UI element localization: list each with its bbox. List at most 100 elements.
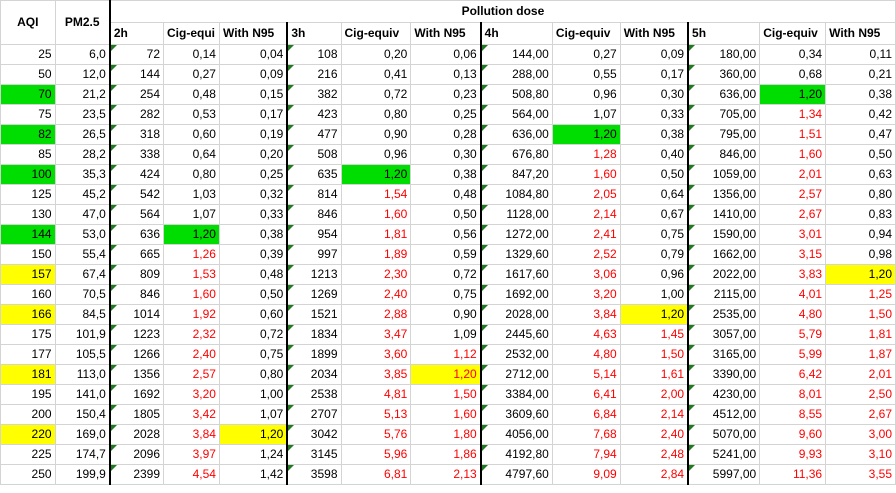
- table-cell[interactable]: 3384,00: [479, 384, 553, 405]
- table-cell[interactable]: 795,00: [687, 124, 761, 145]
- table-cell[interactable]: 2022,00: [687, 264, 761, 285]
- table-cell[interactable]: 2,01: [825, 364, 896, 385]
- table-cell[interactable]: 2,84: [619, 464, 689, 485]
- table-cell[interactable]: 84,5: [54, 304, 111, 325]
- table-cell[interactable]: 3,20: [163, 384, 220, 405]
- table-cell[interactable]: 0,48: [410, 184, 482, 205]
- table-cell[interactable]: 3,60: [340, 344, 412, 365]
- table-cell[interactable]: 1,61: [619, 364, 689, 385]
- table-cell[interactable]: 2034: [286, 364, 342, 385]
- table-cell[interactable]: 75: [0, 104, 56, 125]
- table-cell[interactable]: 318: [108, 124, 165, 145]
- table-cell[interactable]: 338: [108, 144, 165, 165]
- table-cell[interactable]: 8,55: [759, 404, 827, 425]
- table-cell[interactable]: 3,01: [759, 224, 827, 245]
- table-cell[interactable]: 0,75: [218, 344, 288, 365]
- table-cell[interactable]: 1662,00: [687, 244, 761, 265]
- table-cell[interactable]: 288,00: [479, 64, 553, 85]
- table-cell[interactable]: 101,9: [54, 324, 111, 345]
- table-cell[interactable]: 4,81: [340, 384, 412, 405]
- table-cell[interactable]: 0,72: [218, 324, 288, 345]
- subheader-cell[interactable]: With N95: [410, 22, 482, 45]
- table-cell[interactable]: 1213: [286, 264, 342, 285]
- header-aqi[interactable]: AQI: [0, 0, 56, 45]
- table-cell[interactable]: 150: [0, 244, 56, 265]
- table-cell[interactable]: 564: [108, 204, 165, 225]
- table-cell[interactable]: 141,0: [54, 384, 111, 405]
- table-cell[interactable]: 6,42: [759, 364, 827, 385]
- table-cell[interactable]: 70,5: [54, 284, 111, 305]
- subheader-cell[interactable]: 3h: [286, 22, 342, 45]
- table-cell[interactable]: 0,72: [410, 264, 482, 285]
- table-cell[interactable]: 665: [108, 244, 165, 265]
- table-cell[interactable]: 199,9: [54, 464, 111, 485]
- table-cell[interactable]: 0,41: [340, 64, 412, 85]
- table-cell[interactable]: 0,79: [619, 244, 689, 265]
- table-cell[interactable]: 12,0: [54, 64, 111, 85]
- table-cell[interactable]: 0,59: [410, 244, 482, 265]
- table-cell[interactable]: 1356,00: [687, 184, 761, 205]
- table-cell[interactable]: 1,53: [163, 264, 220, 285]
- table-cell[interactable]: 1,20: [218, 424, 288, 445]
- table-cell[interactable]: 2028: [108, 424, 165, 445]
- table-cell[interactable]: 3,97: [163, 444, 220, 465]
- table-cell[interactable]: 1692,00: [479, 284, 553, 305]
- table-cell[interactable]: 3,42: [163, 404, 220, 425]
- table-cell[interactable]: 4192,80: [479, 444, 553, 465]
- table-cell[interactable]: 1,45: [619, 324, 689, 345]
- table-cell[interactable]: 0,20: [218, 144, 288, 165]
- table-cell[interactable]: 23,5: [54, 104, 111, 125]
- table-cell[interactable]: 1,12: [410, 344, 482, 365]
- table-cell[interactable]: 382: [286, 84, 342, 105]
- table-cell[interactable]: 1,54: [340, 184, 412, 205]
- table-cell[interactable]: 0,40: [619, 144, 689, 165]
- subheader-cell[interactable]: Cig-equiv: [340, 22, 412, 45]
- table-cell[interactable]: 0,50: [825, 144, 896, 165]
- table-cell[interactable]: 1,00: [619, 284, 689, 305]
- table-cell[interactable]: 55,4: [54, 244, 111, 265]
- table-cell[interactable]: 5,96: [340, 444, 412, 465]
- table-cell[interactable]: 2,13: [410, 464, 482, 485]
- table-cell[interactable]: 542: [108, 184, 165, 205]
- subheader-cell[interactable]: Cig-equiv: [551, 22, 621, 45]
- table-cell[interactable]: 0,48: [163, 84, 220, 105]
- table-cell[interactable]: 846: [286, 204, 342, 225]
- table-cell[interactable]: 636,00: [687, 84, 761, 105]
- table-cell[interactable]: 6,81: [340, 464, 412, 485]
- table-cell[interactable]: 3,10: [825, 444, 896, 465]
- table-cell[interactable]: 100: [0, 164, 56, 185]
- table-cell[interactable]: 0,98: [825, 244, 896, 265]
- table-cell[interactable]: 2399: [108, 464, 165, 485]
- table-cell[interactable]: 2,67: [825, 404, 896, 425]
- table-cell[interactable]: 0,25: [410, 104, 482, 125]
- table-cell[interactable]: 3,20: [551, 284, 621, 305]
- table-cell[interactable]: 1,86: [410, 444, 482, 465]
- table-cell[interactable]: 2538: [286, 384, 342, 405]
- table-cell[interactable]: 0,30: [410, 144, 482, 165]
- table-cell[interactable]: 2,32: [163, 324, 220, 345]
- table-cell[interactable]: 676,80: [479, 144, 553, 165]
- table-cell[interactable]: 3390,00: [687, 364, 761, 385]
- table-cell[interactable]: 1272,00: [479, 224, 553, 245]
- table-cell[interactable]: 635: [286, 164, 342, 185]
- subheader-cell[interactable]: 2h: [108, 22, 165, 45]
- table-cell[interactable]: 1014: [108, 304, 165, 325]
- table-cell[interactable]: 814: [286, 184, 342, 205]
- table-cell[interactable]: 0,33: [619, 104, 689, 125]
- table-cell[interactable]: 3598: [286, 464, 342, 485]
- table-cell[interactable]: 1,81: [825, 324, 896, 345]
- table-cell[interactable]: 1,09: [410, 324, 482, 345]
- table-cell[interactable]: 0,60: [218, 304, 288, 325]
- table-cell[interactable]: 85: [0, 144, 56, 165]
- table-cell[interactable]: 200: [0, 404, 56, 425]
- table-cell[interactable]: 1,60: [163, 284, 220, 305]
- table-cell[interactable]: 9,60: [759, 424, 827, 445]
- table-cell[interactable]: 70: [0, 84, 56, 105]
- table-cell[interactable]: 0,17: [218, 104, 288, 125]
- table-cell[interactable]: 508,80: [479, 84, 553, 105]
- table-cell[interactable]: 1,80: [410, 424, 482, 445]
- table-cell[interactable]: 1,50: [410, 384, 482, 405]
- table-cell[interactable]: 5997,00: [687, 464, 761, 485]
- table-cell[interactable]: 25: [0, 44, 56, 65]
- table-cell[interactable]: 2,48: [619, 444, 689, 465]
